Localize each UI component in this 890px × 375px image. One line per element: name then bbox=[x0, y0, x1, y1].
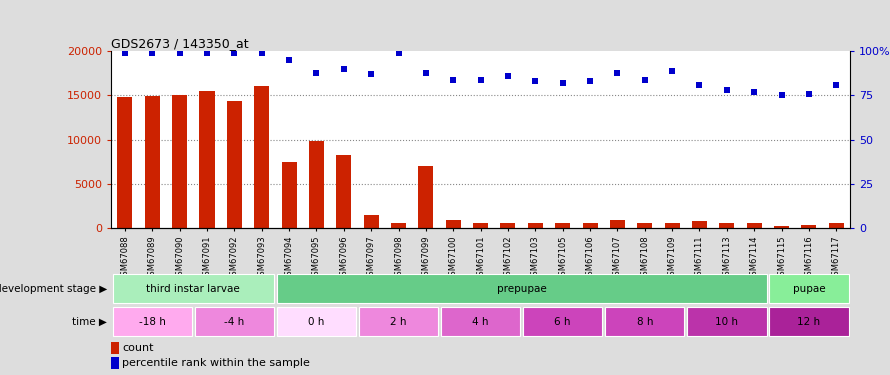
Text: 10 h: 10 h bbox=[716, 316, 739, 327]
Text: 2 h: 2 h bbox=[391, 316, 407, 327]
Bar bbox=[829, 223, 844, 228]
Bar bbox=[309, 141, 324, 228]
Bar bbox=[769, 307, 848, 336]
Point bbox=[473, 76, 488, 82]
Point bbox=[720, 87, 734, 93]
Point bbox=[774, 93, 789, 99]
Bar bbox=[195, 307, 274, 336]
Bar bbox=[665, 223, 680, 228]
Point bbox=[255, 50, 269, 56]
Point bbox=[692, 82, 707, 88]
Bar bbox=[692, 222, 707, 228]
Point bbox=[200, 50, 214, 56]
Bar bbox=[747, 223, 762, 228]
Point bbox=[802, 91, 816, 97]
Bar bbox=[528, 223, 543, 228]
Bar bbox=[637, 223, 652, 228]
Bar bbox=[605, 307, 684, 336]
Bar bbox=[523, 307, 603, 336]
Bar bbox=[418, 166, 433, 228]
Text: development stage ▶: development stage ▶ bbox=[0, 284, 107, 294]
Text: 6 h: 6 h bbox=[554, 316, 570, 327]
Point bbox=[611, 69, 625, 75]
Point bbox=[364, 71, 378, 77]
Bar bbox=[145, 96, 160, 228]
Text: -18 h: -18 h bbox=[139, 316, 166, 327]
Point bbox=[665, 68, 679, 74]
Bar bbox=[277, 307, 356, 336]
Point bbox=[173, 50, 187, 56]
Bar bbox=[111, 357, 118, 369]
Bar bbox=[227, 101, 242, 228]
Bar bbox=[277, 274, 766, 303]
Point bbox=[528, 78, 542, 84]
Point bbox=[829, 82, 844, 88]
Point bbox=[282, 57, 296, 63]
Text: 4 h: 4 h bbox=[473, 316, 489, 327]
Point bbox=[637, 76, 651, 82]
Bar bbox=[719, 223, 734, 228]
Bar bbox=[473, 223, 488, 228]
Text: 12 h: 12 h bbox=[797, 316, 821, 327]
Bar bbox=[441, 307, 521, 336]
Bar bbox=[500, 223, 515, 228]
Text: 8 h: 8 h bbox=[636, 316, 653, 327]
Bar bbox=[113, 307, 192, 336]
Text: percentile rank within the sample: percentile rank within the sample bbox=[122, 358, 311, 368]
Bar bbox=[364, 215, 378, 228]
Bar bbox=[111, 342, 118, 354]
Text: 0 h: 0 h bbox=[308, 316, 325, 327]
Bar bbox=[610, 220, 625, 228]
Bar bbox=[172, 94, 187, 228]
Point bbox=[392, 50, 406, 56]
Text: count: count bbox=[122, 343, 154, 352]
Bar bbox=[687, 307, 766, 336]
Bar bbox=[199, 91, 214, 228]
Text: time ▶: time ▶ bbox=[72, 316, 107, 327]
Bar bbox=[583, 223, 597, 228]
Text: pupae: pupae bbox=[793, 284, 825, 294]
Bar bbox=[769, 274, 848, 303]
Text: -4 h: -4 h bbox=[224, 316, 245, 327]
Point bbox=[310, 69, 324, 75]
Point bbox=[501, 73, 515, 79]
Point bbox=[336, 66, 351, 72]
Text: GDS2673 / 143350_at: GDS2673 / 143350_at bbox=[111, 37, 249, 50]
Bar bbox=[391, 223, 406, 228]
Point bbox=[117, 50, 132, 56]
Point bbox=[747, 89, 761, 95]
Point bbox=[583, 78, 597, 84]
Bar bbox=[281, 162, 296, 228]
Text: prepupae: prepupae bbox=[497, 284, 546, 294]
Point bbox=[227, 50, 241, 56]
Bar bbox=[774, 226, 789, 228]
Bar bbox=[446, 220, 461, 228]
Point bbox=[555, 80, 570, 86]
Bar bbox=[113, 274, 274, 303]
Bar bbox=[555, 223, 570, 228]
Bar bbox=[255, 86, 270, 228]
Point bbox=[446, 76, 460, 82]
Bar bbox=[117, 97, 133, 228]
Bar bbox=[801, 225, 816, 228]
Bar bbox=[359, 307, 438, 336]
Text: third instar larvae: third instar larvae bbox=[147, 284, 240, 294]
Point bbox=[419, 69, 433, 75]
Point bbox=[145, 50, 159, 56]
Bar bbox=[336, 155, 352, 228]
